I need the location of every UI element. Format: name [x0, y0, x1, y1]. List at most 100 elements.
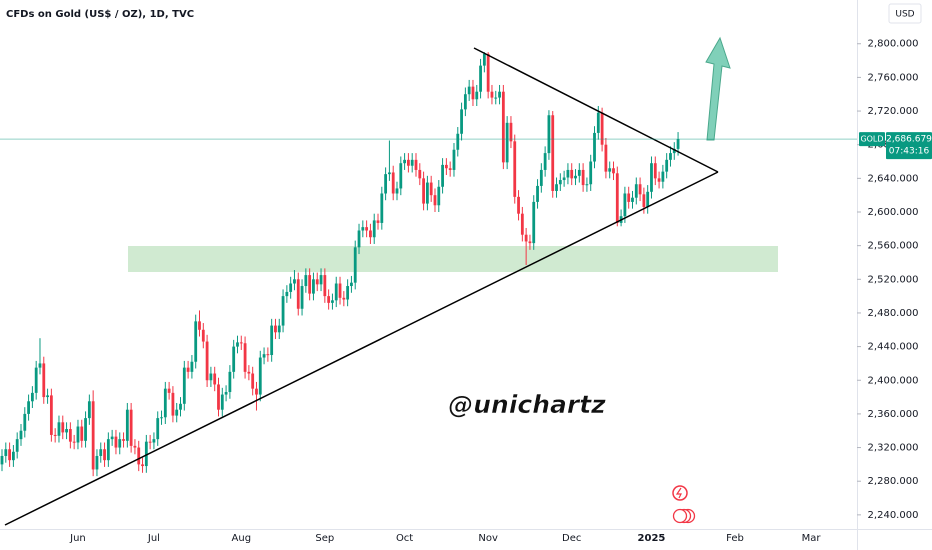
candle-body	[441, 164, 444, 187]
candle-body	[353, 247, 357, 283]
candle-body	[384, 174, 388, 194]
candle-body	[357, 230, 361, 248]
candle-body	[125, 409, 129, 441]
upper-trendline	[473, 47, 719, 173]
candle-body	[513, 141, 517, 197]
candle-body	[15, 439, 19, 452]
candle-body	[220, 394, 224, 410]
candle-body	[380, 193, 384, 223]
candle-body	[642, 194, 646, 207]
candle-body	[186, 367, 190, 372]
candle-body	[251, 373, 255, 389]
event-icons	[672, 485, 696, 524]
candle-body	[490, 91, 494, 98]
candle-body	[600, 112, 604, 145]
candle-body	[593, 132, 596, 162]
candle-body	[433, 195, 437, 206]
candle-body	[486, 53, 490, 92]
candle-body	[76, 426, 80, 443]
support-zone	[128, 246, 778, 272]
candle-body	[61, 422, 65, 433]
candle-body	[160, 417, 163, 419]
candle-body	[334, 283, 338, 301]
candle-body	[201, 329, 205, 342]
candle-body	[414, 159, 418, 170]
candle-body	[676, 139, 680, 149]
candle-body	[304, 275, 308, 287]
candle-body	[213, 373, 217, 385]
candle-body	[42, 363, 46, 398]
candle-body	[395, 188, 399, 194]
candle-body	[581, 169, 585, 186]
candle-body	[175, 409, 179, 416]
candle-body	[262, 354, 266, 358]
candle-body	[631, 197, 634, 202]
candle-body	[555, 184, 558, 191]
symbol-tag	[859, 132, 885, 147]
breakout-arrow	[705, 36, 731, 141]
candle-body	[198, 321, 201, 330]
candle-body	[665, 159, 669, 172]
candle-body	[562, 177, 566, 181]
support-zone-group	[128, 246, 778, 272]
event-icon-glyph	[675, 487, 682, 499]
candle-body	[612, 168, 615, 174]
candle-body	[122, 439, 125, 441]
candle-body	[300, 286, 304, 309]
y-tick-label: 2,480.000	[868, 308, 919, 319]
x-tick-label: Feb	[726, 533, 744, 544]
candle-body	[217, 384, 220, 410]
candle-body	[57, 422, 61, 436]
candle-body	[517, 196, 520, 214]
x-tick-label: Mar	[802, 533, 822, 544]
candle-body	[228, 371, 232, 393]
candle-body	[247, 371, 251, 374]
candle-body	[615, 173, 619, 223]
candle-body	[653, 163, 657, 179]
candle-body	[463, 94, 467, 110]
candle-body	[650, 163, 653, 192]
candle-body	[281, 296, 285, 326]
event-icon[interactable]	[672, 485, 688, 501]
candle-body	[460, 109, 463, 134]
candle-body	[312, 279, 315, 294]
candle-body	[551, 115, 555, 191]
candle-body	[80, 426, 84, 441]
y-tick-label: 2,240.000	[868, 510, 919, 521]
x-tick-label: Jun	[69, 533, 86, 544]
event-icon[interactable]	[672, 508, 688, 524]
price-tag	[886, 132, 932, 160]
candle-body	[589, 161, 593, 185]
candle-body	[479, 65, 482, 92]
candle-body	[141, 464, 144, 467]
candle-body	[467, 86, 471, 95]
candle-body	[536, 185, 539, 202]
candle-body	[182, 367, 186, 404]
candle-body	[558, 180, 562, 185]
candle-body	[369, 230, 372, 238]
candle-body	[293, 279, 296, 284]
candle-body	[19, 430, 23, 440]
y-tick-label: 2,520.000	[868, 274, 919, 285]
candle-body	[319, 275, 323, 285]
y-tick-label: 2,320.000	[868, 443, 919, 454]
candle-body	[509, 122, 513, 142]
candle-body	[133, 445, 137, 448]
candle-body	[255, 388, 258, 395]
candle-body	[239, 342, 243, 344]
currency-box[interactable]	[888, 3, 922, 24]
candle-body	[543, 153, 547, 170]
x-tick-label: Sep	[315, 533, 334, 544]
candle-body	[657, 178, 661, 182]
candle-body	[444, 164, 448, 169]
candle-body	[437, 186, 441, 206]
candle-body	[163, 388, 167, 418]
candle-body	[365, 227, 369, 231]
candle-body	[574, 175, 577, 179]
candle-body	[520, 213, 524, 235]
y-tick-label: 2,440.000	[868, 342, 919, 353]
candle-body	[505, 122, 509, 163]
candle-body	[194, 321, 198, 362]
candle-body	[68, 429, 72, 442]
candle-body	[425, 182, 429, 204]
